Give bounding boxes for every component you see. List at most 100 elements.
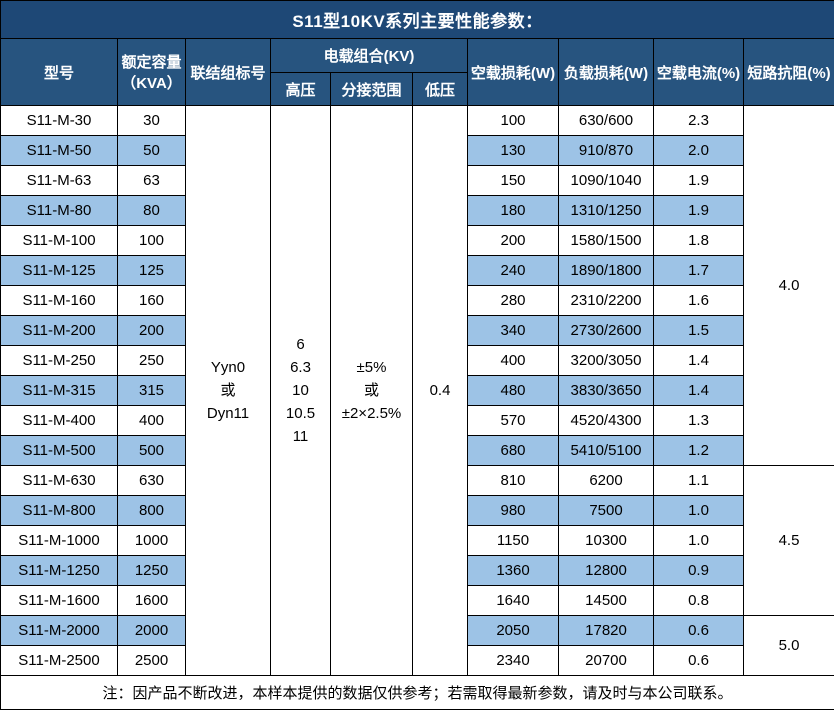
col-header-hv: 高压 — [271, 73, 331, 106]
capacity-cell: 500 — [118, 436, 186, 466]
model-cell: S11-M-80 — [1, 196, 118, 226]
impedance-cell-line: 4.5 — [746, 529, 832, 552]
footnote: 注：因产品不断改进，本样本提供的数据仅供参考；若需取得最新参数，请及时与本公司联… — [1, 676, 834, 710]
no-load-loss-cell: 150 — [468, 166, 559, 196]
no-load-loss-cell: 340 — [468, 316, 559, 346]
no-load-current-cell: 1.1 — [654, 466, 744, 496]
model-cell: S11-M-1250 — [1, 556, 118, 586]
load-loss-cell: 1090/1040 — [559, 166, 654, 196]
no-load-loss-cell: 680 — [468, 436, 559, 466]
page-title: S11型10KV系列主要性能参数： — [1, 1, 834, 39]
tap-range-cell: ±5%或±2×2.5% — [331, 106, 413, 676]
no-load-loss-cell: 570 — [468, 406, 559, 436]
no-load-current-cell: 2.0 — [654, 136, 744, 166]
capacity-cell: 63 — [118, 166, 186, 196]
model-cell: S11-M-1000 — [1, 526, 118, 556]
load-loss-cell: 5410/5100 — [559, 436, 654, 466]
model-cell: S11-M-160 — [1, 286, 118, 316]
model-cell: S11-M-200 — [1, 316, 118, 346]
no-load-loss-cell: 280 — [468, 286, 559, 316]
load-loss-cell: 3200/3050 — [559, 346, 654, 376]
capacity-cell: 1600 — [118, 586, 186, 616]
no-load-current-cell: 1.5 — [654, 316, 744, 346]
load-loss-cell: 14500 — [559, 586, 654, 616]
no-load-loss-cell: 1360 — [468, 556, 559, 586]
hv-values-cell-line: 10 — [273, 379, 328, 402]
model-cell: S11-M-63 — [1, 166, 118, 196]
no-load-current-cell: 1.9 — [654, 166, 744, 196]
load-loss-cell: 7500 — [559, 496, 654, 526]
capacity-cell: 1000 — [118, 526, 186, 556]
load-loss-cell: 3830/3650 — [559, 376, 654, 406]
model-cell: S11-M-2500 — [1, 646, 118, 676]
hv-values-cell-line: 6.3 — [273, 356, 328, 379]
capacity-cell: 80 — [118, 196, 186, 226]
capacity-cell: 2500 — [118, 646, 186, 676]
load-loss-cell: 4520/4300 — [559, 406, 654, 436]
no-load-current-cell: 1.9 — [654, 196, 744, 226]
capacity-cell: 1250 — [118, 556, 186, 586]
load-loss-cell: 6200 — [559, 466, 654, 496]
model-cell: S11-M-2000 — [1, 616, 118, 646]
load-loss-cell: 17820 — [559, 616, 654, 646]
capacity-cell: 250 — [118, 346, 186, 376]
col-header-lv: 低压 — [413, 73, 468, 106]
no-load-loss-cell: 2050 — [468, 616, 559, 646]
col-header-no-load-loss: 空载损耗(W) — [468, 39, 559, 106]
capacity-cell: 400 — [118, 406, 186, 436]
header-row-top: 型号 额定容量（KVA） 联结组标号 电载组合(KV) 空载损耗(W) 负载损耗… — [1, 39, 834, 73]
no-load-current-cell: 1.0 — [654, 496, 744, 526]
no-load-current-cell: 1.8 — [654, 226, 744, 256]
no-load-current-cell: 1.4 — [654, 376, 744, 406]
hv-values-cell-line: 6 — [273, 333, 328, 356]
col-header-capacity: 额定容量 （KVA） — [118, 39, 186, 106]
model-cell: S11-M-250 — [1, 346, 118, 376]
no-load-current-cell: 1.6 — [654, 286, 744, 316]
model-cell: S11-M-630 — [1, 466, 118, 496]
model-cell: S11-M-1600 — [1, 586, 118, 616]
capacity-cell: 200 — [118, 316, 186, 346]
hv-values-cell-line: 10.5 — [273, 402, 328, 425]
no-load-loss-cell: 240 — [468, 256, 559, 286]
no-load-current-cell: 0.6 — [654, 616, 744, 646]
col-header-no-load-current: 空载电流(%) — [654, 39, 744, 106]
no-load-current-cell: 0.9 — [654, 556, 744, 586]
model-cell: S11-M-315 — [1, 376, 118, 406]
model-cell: S11-M-30 — [1, 106, 118, 136]
no-load-loss-cell: 130 — [468, 136, 559, 166]
load-loss-cell: 630/600 — [559, 106, 654, 136]
load-loss-cell: 10300 — [559, 526, 654, 556]
no-load-loss-cell: 400 — [468, 346, 559, 376]
model-cell: S11-M-100 — [1, 226, 118, 256]
load-loss-cell: 2730/2600 — [559, 316, 654, 346]
no-load-loss-cell: 200 — [468, 226, 559, 256]
no-load-current-cell: 1.7 — [654, 256, 744, 286]
load-loss-cell: 12800 — [559, 556, 654, 586]
no-load-loss-cell: 180 — [468, 196, 559, 226]
capacity-header-line2: （KVA） — [121, 75, 182, 92]
no-load-current-cell: 1.0 — [654, 526, 744, 556]
connection-symbol-cell-line: 或 — [188, 379, 268, 402]
impedance-cell-line: 5.0 — [746, 634, 832, 657]
no-load-current-cell: 1.3 — [654, 406, 744, 436]
no-load-loss-cell: 810 — [468, 466, 559, 496]
no-load-current-cell: 1.4 — [654, 346, 744, 376]
tap-range-cell-line: ±5% — [333, 356, 410, 379]
capacity-cell: 100 — [118, 226, 186, 256]
tap-range-cell-line: ±2×2.5% — [333, 402, 410, 425]
connection-symbol-cell-line: Dyn11 — [188, 402, 268, 425]
load-loss-cell: 1310/1250 — [559, 196, 654, 226]
capacity-cell: 630 — [118, 466, 186, 496]
model-cell: S11-M-125 — [1, 256, 118, 286]
capacity-header-line1: 额定容量 — [121, 54, 181, 71]
model-cell: S11-M-400 — [1, 406, 118, 436]
capacity-cell: 50 — [118, 136, 186, 166]
capacity-cell: 2000 — [118, 616, 186, 646]
col-header-model: 型号 — [1, 39, 118, 106]
col-header-connection: 联结组标号 — [186, 39, 271, 106]
impedance-cell-line: 4.0 — [746, 274, 832, 297]
